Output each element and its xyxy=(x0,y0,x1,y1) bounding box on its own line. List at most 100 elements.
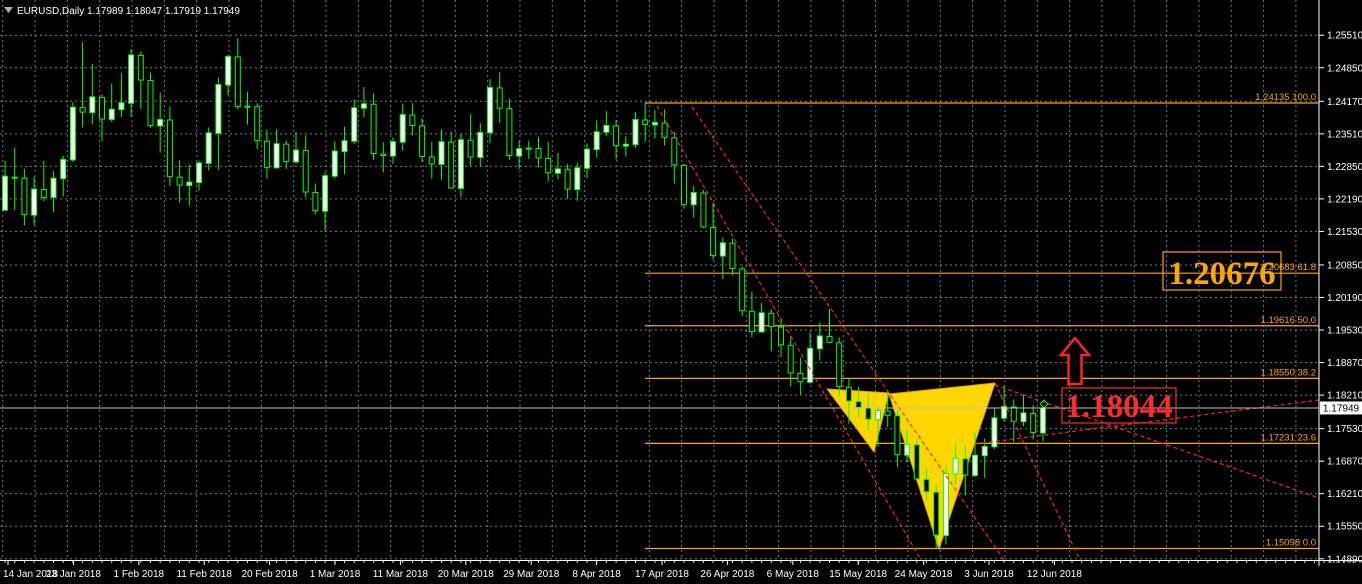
candle xyxy=(205,127,212,171)
candle xyxy=(1030,404,1037,440)
price-target-label-orange[interactable]: 1.20676 xyxy=(1162,251,1282,292)
candle xyxy=(516,140,523,169)
price-axis[interactable]: 1.25510 1.24850 1.24170 1.23510 1.22850 1.221… xyxy=(1319,31,1362,566)
candle xyxy=(21,168,28,226)
candle-body xyxy=(1039,407,1046,434)
candle xyxy=(370,93,377,160)
candle xyxy=(89,63,96,125)
candle xyxy=(855,386,862,418)
candle-body xyxy=(739,268,746,312)
candle-body xyxy=(254,106,261,142)
candle-body xyxy=(234,56,241,108)
candle-body xyxy=(496,87,503,109)
up-arrow-icon[interactable] xyxy=(1058,336,1092,386)
price-axis-label: 1.22190 xyxy=(1327,194,1362,205)
date-axis-label: 23 Jan 2018 xyxy=(46,569,101,580)
candle-body xyxy=(506,108,513,157)
candle-body xyxy=(729,242,736,269)
candle-body xyxy=(603,124,610,133)
candle xyxy=(477,122,484,167)
candle xyxy=(351,99,358,145)
candle xyxy=(661,109,668,146)
date-axis-label: 3 Jun 2018 xyxy=(964,569,1014,580)
candle xyxy=(399,103,406,151)
candle xyxy=(797,357,804,395)
candle xyxy=(341,126,348,175)
candle-body xyxy=(293,149,299,163)
trendline-anchor[interactable] xyxy=(1039,399,1049,409)
candle-body xyxy=(50,177,57,198)
date-axis-label: 15 May 2018 xyxy=(829,569,887,580)
candle xyxy=(50,171,57,213)
trendlines[interactable] xyxy=(656,105,1319,560)
trendline[interactable] xyxy=(691,106,1005,560)
candle xyxy=(952,442,959,484)
candle-body xyxy=(1001,405,1008,419)
candle-body xyxy=(748,310,755,333)
candle-body xyxy=(215,84,222,134)
candle-body xyxy=(118,102,125,111)
candle xyxy=(739,266,746,317)
candle-body xyxy=(913,444,920,480)
candle-body xyxy=(622,143,629,147)
date-axis-label: 1 Mar 2018 xyxy=(310,569,361,580)
candle xyxy=(826,308,833,344)
callout-box[interactable] xyxy=(1162,251,1282,291)
trendline[interactable] xyxy=(974,399,1319,445)
candle xyxy=(244,91,251,125)
candle xyxy=(1001,385,1008,422)
trendline[interactable] xyxy=(994,384,1319,499)
candle-body xyxy=(797,372,804,383)
candle xyxy=(972,432,978,477)
candle-body xyxy=(448,141,455,189)
candle-body xyxy=(584,148,590,169)
price-target-label-red[interactable]: 1.18044 xyxy=(1061,387,1177,425)
candle xyxy=(157,92,164,153)
candle-body xyxy=(390,141,396,157)
trendline[interactable] xyxy=(994,382,1081,560)
candle-body xyxy=(574,167,581,191)
price-callouts[interactable]: 1.20676 1.18044 xyxy=(1061,251,1282,425)
candle xyxy=(438,129,445,180)
candle-body xyxy=(79,107,86,113)
candle-body xyxy=(991,417,998,448)
candle-body xyxy=(564,168,571,190)
candle-body xyxy=(263,140,270,168)
callout-text[interactable]: 1.18044 xyxy=(1065,389,1172,425)
fibonacci-retracement[interactable]: 1.24135 100.0 1.20683 61.8 1.19616 50.0 1.1… xyxy=(645,92,1319,550)
candle-body xyxy=(516,148,523,157)
candle-body xyxy=(108,108,115,121)
tag-bg xyxy=(1320,401,1362,415)
candle-body xyxy=(283,143,290,162)
pattern-triangle[interactable] xyxy=(825,388,890,454)
candle xyxy=(981,438,988,478)
candle-body xyxy=(710,226,717,257)
candle-body xyxy=(312,191,319,212)
date-axis-label: 11 Feb 2018 xyxy=(176,569,232,580)
callout-box[interactable] xyxy=(1061,387,1177,424)
trendline[interactable] xyxy=(656,105,922,560)
candle-body xyxy=(642,119,649,125)
candle xyxy=(118,72,125,118)
candle xyxy=(380,142,387,173)
candle-body xyxy=(826,335,833,343)
candle-body xyxy=(933,491,940,536)
candle-body xyxy=(166,119,173,178)
candle xyxy=(545,141,552,182)
symbol-dropdown-icon[interactable] xyxy=(4,7,13,13)
candle xyxy=(554,153,561,180)
price-axis-label: 1.16870 xyxy=(1327,457,1362,468)
candle xyxy=(322,172,329,231)
candle-body xyxy=(419,125,426,157)
callout-text[interactable]: 1.20676 xyxy=(1168,256,1275,292)
candle-body xyxy=(157,119,164,127)
candle-body xyxy=(690,191,697,206)
price-axis-label: 1.20850 xyxy=(1327,260,1362,271)
candle xyxy=(283,140,290,169)
date-axis-label: 26 Apr 2018 xyxy=(700,569,754,580)
fib-label: 1.17231 23.6 xyxy=(1261,432,1316,443)
candle xyxy=(263,129,270,179)
